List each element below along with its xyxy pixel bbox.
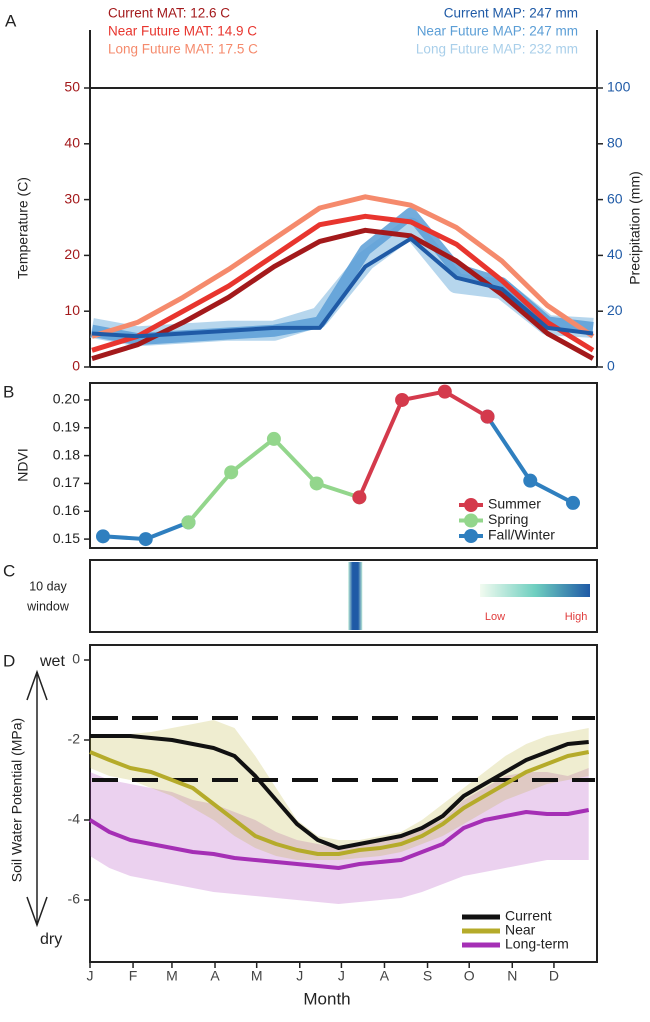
legend-swatch [464, 529, 478, 543]
panel-letter: A [5, 11, 17, 30]
point [138, 532, 153, 547]
x-tick-label: M [166, 968, 178, 984]
point [309, 476, 324, 491]
point [224, 465, 239, 480]
legend-swatch [464, 513, 478, 528]
series-line [357, 389, 489, 499]
point [437, 384, 452, 399]
point [181, 515, 196, 530]
x-tick-label: J [296, 968, 303, 984]
tick-label: 80 [607, 135, 623, 151]
tick-label: 0 [72, 651, 80, 667]
tick-label: 100 [607, 79, 631, 95]
point [266, 431, 281, 446]
tick-label: 0 [607, 358, 615, 374]
tick-label: 20 [64, 246, 80, 262]
annotation: dry [40, 931, 62, 948]
tick-label: 0.15 [53, 530, 80, 546]
x-tick-label: J [87, 968, 94, 984]
colorbar [480, 584, 590, 597]
tick-label: 20 [607, 302, 623, 318]
x-tick-label: J [338, 968, 345, 984]
point [96, 529, 110, 544]
series-line [90, 734, 589, 850]
y-axis-label: window [26, 599, 70, 613]
arrow-head [26, 896, 48, 928]
tick-label: 0.16 [53, 502, 80, 518]
series-line [88, 808, 590, 870]
point [523, 473, 538, 488]
tick-label: 10 [64, 302, 80, 318]
x-tick-label: S [423, 968, 432, 984]
tick-label: -4 [68, 811, 81, 827]
tick-label: -2 [68, 731, 81, 747]
legend-label: Fall/Winter [488, 527, 555, 543]
x-tick-label: A [380, 968, 390, 984]
y-axis-label: Temperature (C) [15, 177, 31, 279]
point [566, 495, 580, 510]
window [348, 562, 363, 630]
tick-label: 40 [607, 246, 623, 262]
tick-label: 0.19 [53, 419, 80, 435]
series-line [91, 194, 595, 339]
tick-label: 50 [64, 79, 80, 95]
band [90, 720, 589, 860]
point [352, 490, 367, 505]
tick-label: -6 [68, 891, 81, 907]
legend-label: Long Future MAP: 232 mm [416, 42, 578, 57]
y-axis-label: 10 day [29, 579, 67, 593]
tick-label: 0.18 [53, 446, 80, 462]
tick-label: 30 [64, 190, 80, 206]
legend-label: Near Future MAP: 247 mm [417, 24, 578, 39]
tick-label: 60 [607, 190, 623, 206]
series-line [89, 750, 590, 856]
y2-axis-label: Precipitation (mm) [627, 171, 643, 285]
x-tick-label: M [251, 968, 263, 984]
x-tick-label: D [549, 968, 559, 984]
series-line [91, 227, 595, 361]
legend-label: Current [505, 908, 552, 924]
series-line [91, 213, 595, 353]
panel-frame [89, 559, 598, 633]
tick-label: 0.17 [53, 474, 80, 490]
legend-label: Spring [488, 511, 528, 527]
panel-letter: B [3, 382, 14, 401]
point [480, 409, 495, 424]
series-line [91, 236, 594, 339]
legend-label: Current MAP: 247 mm [444, 6, 578, 21]
tick-label: 0.20 [53, 391, 80, 407]
legend-label: Long Future MAT: 17.5 C [108, 42, 258, 57]
y-axis-label: Soil Water Potential (MPa) [9, 718, 25, 882]
x-tick-label: N [507, 968, 517, 984]
band [90, 768, 589, 904]
series-line [186, 436, 361, 524]
panel-letter: D [3, 651, 15, 670]
y-axis-label: NDVI [15, 448, 31, 481]
legend-label: Near [505, 922, 536, 938]
colorbar-label: High [565, 611, 588, 623]
legend-label: Near Future MAT: 14.9 C [108, 24, 257, 39]
tick-label: 40 [64, 135, 80, 151]
panel-frame [89, 382, 598, 549]
colorbar-label: Low [485, 611, 505, 623]
legend-label: Summer [488, 496, 541, 512]
annotation: wet [39, 653, 65, 670]
x-tick-label: F [129, 968, 138, 984]
x-tick-label: A [210, 968, 220, 984]
panel-frame [89, 644, 598, 963]
tick-label: 0 [72, 358, 80, 374]
x-tick-label: O [464, 968, 475, 984]
layer: A 0 10 20 30 40 50 0 20 40 60 80 100 Temperature (C) P… [3, 6, 643, 1009]
arrow-head [26, 669, 48, 701]
legend-label: Long-term [505, 936, 569, 952]
point [395, 392, 410, 407]
legend-swatch [464, 498, 478, 512]
x-axis-label: Month [303, 989, 350, 1008]
panel-letter: C [3, 561, 15, 580]
legend-label: Current MAT: 12.6 C [108, 6, 230, 21]
